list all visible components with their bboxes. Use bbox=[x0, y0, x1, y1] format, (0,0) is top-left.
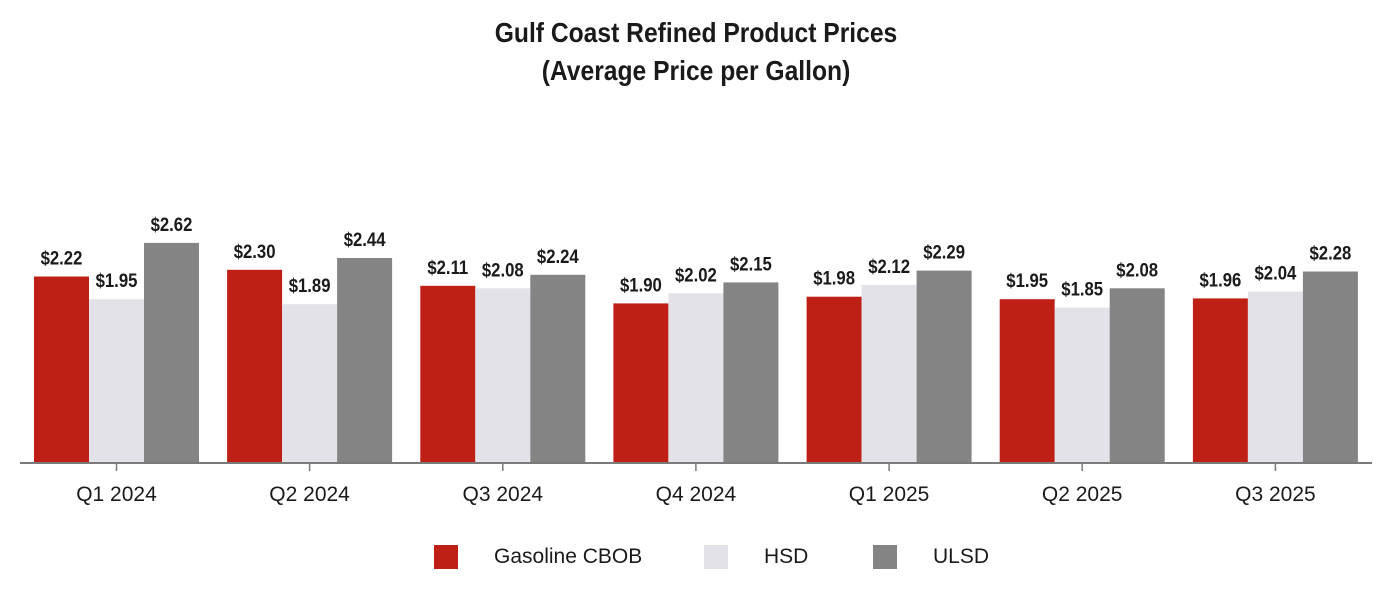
legend-label-gasoline-cbob: Gasoline CBOB bbox=[494, 545, 643, 568]
bar-hsd-q1-2025 bbox=[861, 284, 917, 463]
chart-subtitle: (Average Price per Gallon) bbox=[541, 55, 851, 86]
data-label-gasoline-cbob-q4-2024: $1.90 bbox=[620, 274, 662, 295]
legend-label-ulsd: ULSD bbox=[933, 545, 990, 568]
bar-chart: $2.22 $1.95 $2.62 $2.30 $1.89 $2.44 $2.11 $2.08… bbox=[20, 214, 1372, 506]
data-label-ulsd-q1-2024: $2.62 bbox=[151, 214, 193, 235]
data-label-hsd-q3-2024: $2.08 bbox=[482, 259, 524, 280]
x-tick-label-q2-2024: Q2 2024 bbox=[269, 483, 350, 506]
data-label-hsd-q3-2025: $2.04 bbox=[1255, 263, 1297, 284]
bar-ulsd-q3-2025 bbox=[1302, 271, 1358, 463]
bar-gasoline-cbob-q1-2025 bbox=[806, 296, 862, 463]
data-label-ulsd-q2-2025: $2.08 bbox=[1116, 259, 1158, 280]
bar-hsd-q3-2025 bbox=[1247, 291, 1303, 463]
legend-swatch-ulsd bbox=[873, 545, 897, 569]
x-tick-label-q3-2024: Q3 2024 bbox=[463, 483, 544, 506]
data-label-hsd-q1-2024: $1.95 bbox=[96, 270, 138, 291]
legend-label-hsd: HSD bbox=[764, 545, 809, 568]
bar-hsd-q3-2024 bbox=[475, 288, 531, 463]
legend-swatch-hsd bbox=[704, 545, 728, 569]
data-label-hsd-q2-2025: $1.85 bbox=[1061, 279, 1103, 300]
bar-ulsd-q2-2024 bbox=[337, 258, 393, 463]
data-label-ulsd-q3-2024: $2.24 bbox=[537, 246, 579, 267]
data-label-gasoline-cbob-q3-2024: $2.11 bbox=[427, 257, 468, 278]
data-label-hsd-q2-2024: $1.89 bbox=[289, 275, 331, 296]
bar-hsd-q2-2025 bbox=[1054, 307, 1110, 463]
legend-item-ulsd: ULSD bbox=[873, 540, 989, 574]
x-tick-label-q3-2025: Q3 2025 bbox=[1235, 483, 1316, 506]
bar-hsd-q2-2024 bbox=[282, 304, 338, 463]
bar-gasoline-cbob-q1-2024 bbox=[34, 276, 89, 463]
data-label-gasoline-cbob-q2-2024: $2.30 bbox=[234, 241, 276, 262]
data-label-gasoline-cbob-q1-2024: $2.22 bbox=[41, 248, 83, 269]
data-label-ulsd-q2-2024: $2.44 bbox=[344, 229, 386, 250]
x-tick-label-q1-2024: Q1 2024 bbox=[76, 483, 157, 506]
data-label-hsd-q4-2024: $2.02 bbox=[675, 264, 717, 285]
bar-ulsd-q2-2025 bbox=[1109, 288, 1165, 463]
legend-item-gasoline-cbob: Gasoline CBOB bbox=[434, 540, 642, 574]
bar-gasoline-cbob-q2-2025 bbox=[999, 299, 1055, 463]
bar-ulsd-q3-2024 bbox=[530, 274, 586, 463]
bar-gasoline-cbob-q4-2024 bbox=[613, 303, 669, 463]
chart-legend: Gasoline CBOB HSD ULSD bbox=[0, 540, 1392, 574]
data-label-ulsd-q1-2025: $2.29 bbox=[923, 242, 965, 263]
bar-gasoline-cbob-q2-2024 bbox=[227, 269, 283, 463]
chart-title-block: Gulf Coast Refined Product Prices (Avera… bbox=[84, 14, 1309, 90]
chart-title: Gulf Coast Refined Product Prices bbox=[494, 17, 898, 48]
bar-ulsd-q1-2024 bbox=[144, 242, 199, 463]
bar-ulsd-q4-2024 bbox=[723, 282, 779, 463]
data-label-gasoline-cbob-q2-2025: $1.95 bbox=[1006, 270, 1048, 291]
x-tick-label-q1-2025: Q1 2025 bbox=[849, 483, 930, 506]
data-label-hsd-q1-2025: $2.12 bbox=[868, 256, 910, 277]
x-tick-label-q4-2024: Q4 2024 bbox=[656, 483, 737, 506]
bar-hsd-q1-2024 bbox=[89, 299, 144, 463]
bar-hsd-q4-2024 bbox=[668, 293, 724, 463]
bar-gasoline-cbob-q3-2024 bbox=[420, 285, 476, 463]
data-label-gasoline-cbob-q1-2025: $1.98 bbox=[813, 268, 855, 289]
data-label-ulsd-q4-2024: $2.15 bbox=[730, 253, 772, 274]
bar-gasoline-cbob-q3-2025 bbox=[1192, 298, 1248, 463]
legend-swatch-gasoline-cbob bbox=[434, 545, 458, 569]
data-label-gasoline-cbob-q3-2025: $1.96 bbox=[1200, 269, 1242, 290]
legend-item-hsd: HSD bbox=[704, 540, 808, 574]
bar-ulsd-q1-2025 bbox=[916, 270, 972, 463]
data-label-ulsd-q3-2025: $2.28 bbox=[1310, 243, 1352, 264]
x-tick-label-q2-2025: Q2 2025 bbox=[1042, 483, 1123, 506]
